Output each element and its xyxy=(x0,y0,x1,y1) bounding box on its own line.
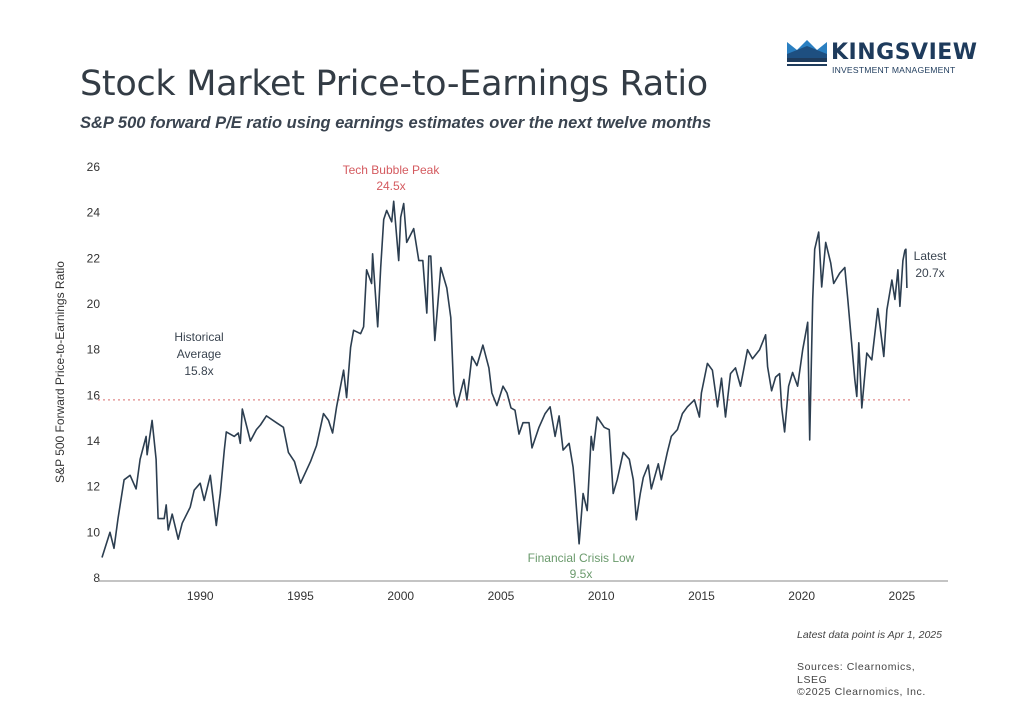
x-tick-label: 2025 xyxy=(889,589,916,603)
annotation-avg-line1: Historical xyxy=(174,330,223,344)
y-tick-label: 24 xyxy=(87,206,101,220)
y-tick-label: 26 xyxy=(87,160,101,174)
logo-brand: KINGSVIEW xyxy=(831,40,978,65)
annotation-fc-line1: Financial Crisis Low xyxy=(528,551,635,565)
series-line-forward-pe xyxy=(101,200,908,558)
y-axis-label: S&P 500 Forward Price-to-Earnings Ratio xyxy=(53,261,67,483)
crown-icon xyxy=(787,40,827,66)
x-tick-label: 1995 xyxy=(287,589,314,603)
y-tick-label: 12 xyxy=(87,480,101,494)
annotation-latest-line1: Latest xyxy=(914,249,947,263)
x-tick-label: 2005 xyxy=(488,589,515,603)
annotation-avg-line3: 15.8x xyxy=(184,364,213,378)
sources-line-1: Sources: Clearnomics, xyxy=(797,661,916,673)
y-tick-label: 16 xyxy=(87,388,101,402)
x-tick-label: 2010 xyxy=(588,589,615,603)
x-axis-ticks: 1990 1995 2000 2005 2010 2015 2020 2025 xyxy=(187,589,916,603)
y-tick-label: 22 xyxy=(87,251,101,265)
y-tick-label: 14 xyxy=(87,434,101,448)
x-tick-label: 2015 xyxy=(688,589,715,603)
y-tick-label: 20 xyxy=(87,297,101,311)
annotation-tech-line2: 24.5x xyxy=(376,179,405,193)
copyright: ©2025 Clearnomics, Inc. xyxy=(797,686,926,698)
page-title: Stock Market Price-to-Earnings Ratio xyxy=(80,64,708,104)
y-axis-ticks: 8 10 12 14 16 18 20 22 24 26 xyxy=(87,160,101,585)
x-tick-label: 2000 xyxy=(387,589,414,603)
annotation-tech-line1: Tech Bubble Peak xyxy=(343,163,441,177)
logo-tagline: INVESTMENT MANAGEMENT xyxy=(832,65,956,75)
latest-data-note: Latest data point is Apr 1, 2025 xyxy=(797,629,942,641)
x-tick-label: 2020 xyxy=(788,589,815,603)
annotation-latest-line2: 20.7x xyxy=(915,266,944,280)
sources-line-2: LSEG xyxy=(797,673,828,686)
y-tick-label: 10 xyxy=(87,525,101,539)
x-tick-label: 1990 xyxy=(187,589,214,603)
kingsview-logo: KINGSVIEW INVESTMENT MANAGEMENT xyxy=(787,38,977,78)
y-tick-label: 8 xyxy=(93,571,100,585)
y-tick-label: 18 xyxy=(87,343,101,357)
page-subtitle: S&P 500 forward P/E ratio using earnings… xyxy=(80,114,712,132)
annotation-avg-line2: Average xyxy=(177,347,222,361)
sources-block: Sources: Clearnomics, LSEG ©2025 Clearno… xyxy=(797,661,926,699)
annotation-fc-line2: 9.5x xyxy=(570,567,593,581)
